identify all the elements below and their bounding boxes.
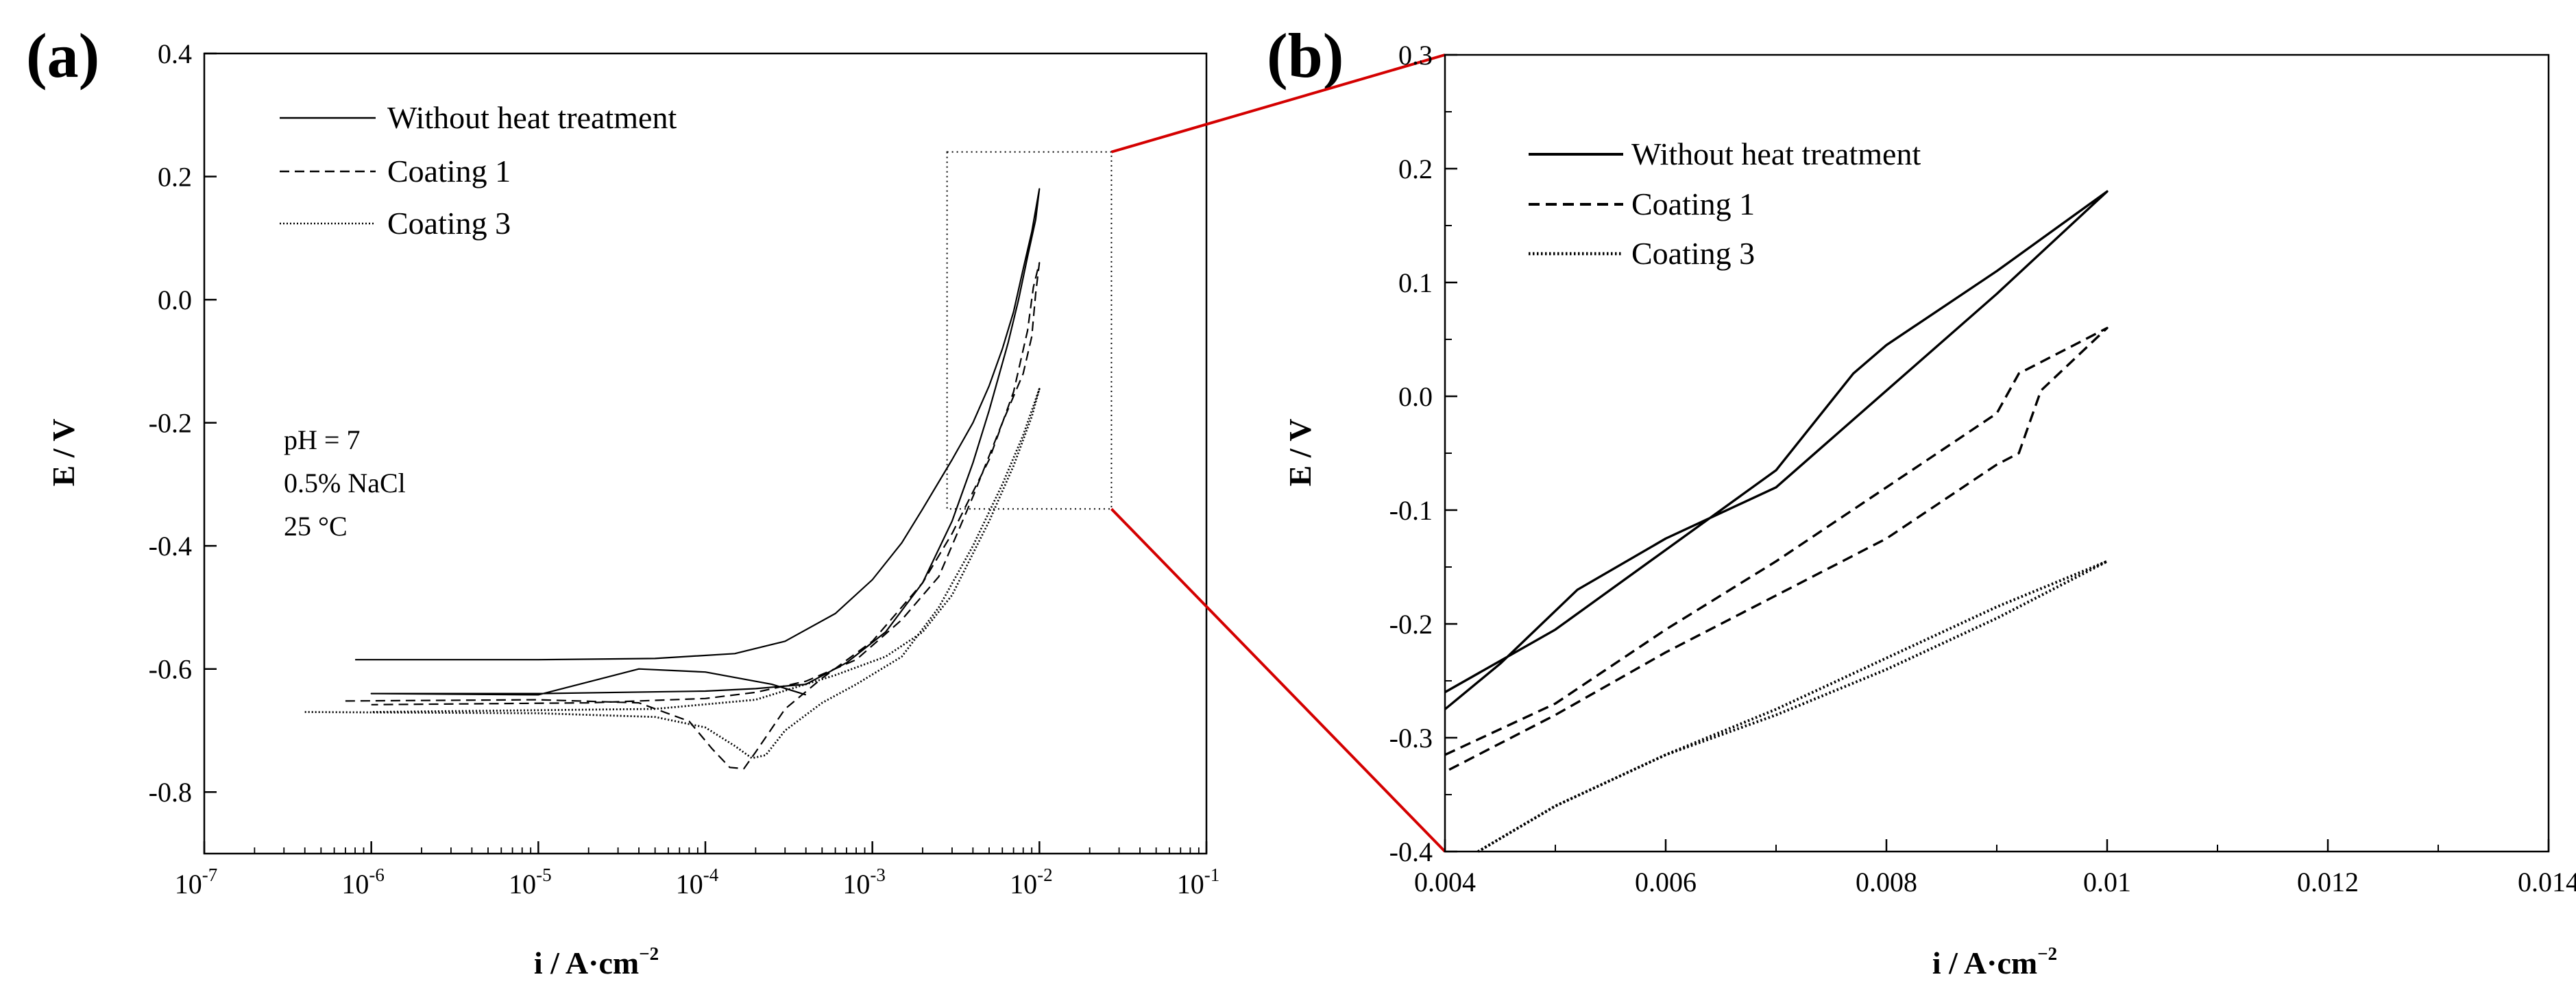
series-line-coating-3 — [304, 387, 1041, 760]
panel-a-y-tick-labels: 0.4 0.2 0.0 -0.2 -0.4 -0.6 -0.8 — [149, 38, 192, 808]
y-tick-label: -0.4 — [149, 531, 192, 562]
panel-a-x-tick-labels: 10-7 10-6 10-5 10-4 10-3 10-2 10-1 — [175, 865, 1220, 900]
y-tick-label: 0.3 — [1398, 40, 1433, 71]
test-conditions: pH = 7 0.5% NaCl 25 °C — [284, 424, 406, 542]
panel-b-legend: Without heat treatment Coating 1 Coating… — [1529, 136, 1921, 271]
legend-label-coating-1: Coating 1 — [1631, 186, 1755, 221]
panel-a-ticks — [203, 52, 1208, 854]
x-tick-label: 10-5 — [509, 865, 552, 900]
panel-b-y-axis-title: E / V — [1283, 419, 1317, 487]
x-tick-label: 10-7 — [175, 865, 218, 900]
x-tick-label: 0.006 — [1635, 867, 1697, 897]
y-tick-label: -0.1 — [1389, 495, 1433, 526]
y-tick-label: 0.0 — [1398, 381, 1433, 412]
x-tick-label: 0.01 — [2083, 867, 2131, 897]
condition-temperature: 25 °C — [284, 511, 348, 542]
panel-b-frame — [1444, 53, 2550, 853]
x-tick-label: 0.014 — [2518, 867, 2576, 897]
panel-a-label: (a) — [26, 21, 99, 91]
y-tick-label: 0.2 — [1398, 154, 1433, 184]
panel-b-label: (b) — [1267, 21, 1344, 91]
series-line-without-heat-treatment — [1444, 190, 2109, 710]
zoom-connector-top — [1110, 53, 1446, 154]
panel-b-ticks — [1444, 53, 2550, 853]
panel-b: 0.30.20.10.0-0.1-0.2-0.3-0.4 0.004 0.006 0… — [1283, 40, 2576, 980]
legend-label-without-heat-treatment: Without heat treatment — [387, 100, 677, 135]
panel-a-x-axis-title: i / A·cm−2 — [534, 943, 659, 980]
panel-a-legend: Without heat treatment Coating 1 Coating… — [280, 100, 677, 241]
y-tick-label: -0.6 — [149, 654, 192, 685]
x-tick-label: 10-2 — [1010, 865, 1053, 900]
x-tick-label: 10-4 — [676, 865, 719, 900]
y-tick-label: -0.8 — [149, 777, 192, 808]
series-line-coating-1 — [1444, 326, 2109, 773]
x-tick-label: 10-1 — [1177, 865, 1220, 900]
x-tick-label: 10-3 — [842, 865, 886, 900]
x-tick-label: 0.012 — [2297, 867, 2359, 897]
panel-b-y-tick-labels: 0.3 0.2 0.1 0.0 -0.1 -0.2 -0.3 -0.4 — [1389, 40, 1433, 867]
y-tick-label: -0.4 — [1389, 836, 1433, 867]
y-tick-label: 0.4 — [158, 38, 192, 69]
panel-b-x-axis-title: i / A·cm−2 — [1932, 943, 2057, 980]
y-tick-label: -0.2 — [149, 408, 192, 439]
legend-label-without-heat-treatment: Without heat treatment — [1631, 136, 1921, 171]
y-tick-label: 0.0 — [158, 285, 192, 315]
panel-a: 0.40.20.0-0.2-0.4-0.6-0.8 10-7 10-6 10-5 10… — [46, 38, 1219, 980]
panel-a-y-axis-title: E / V — [46, 419, 81, 487]
zoom-box — [946, 151, 1113, 510]
x-tick-label: 0.008 — [1856, 867, 1917, 897]
series-line-coating-1 — [345, 262, 1041, 770]
series-line-coating-3 — [1477, 559, 2109, 853]
series-line-without-heat-treatment — [355, 188, 1041, 696]
panel-b-series-group — [1444, 190, 2109, 853]
y-tick-label: -0.2 — [1389, 609, 1433, 640]
y-tick-label: -0.3 — [1389, 723, 1433, 753]
legend-label-coating-3: Coating 3 — [387, 206, 511, 241]
panel-a-series-group — [304, 188, 1041, 770]
x-tick-label: 10-6 — [341, 865, 385, 900]
legend-label-coating-1: Coating 1 — [387, 154, 511, 189]
y-tick-label: 0.2 — [158, 162, 192, 193]
legend-label-coating-3: Coating 3 — [1631, 236, 1755, 271]
condition-nacl: 0.5% NaCl — [284, 468, 406, 498]
x-tick-label: 0.004 — [1414, 867, 1476, 897]
y-tick-label: 0.1 — [1398, 267, 1433, 298]
panel-b-x-tick-labels: 0.004 0.006 0.008 0.01 0.012 0.014 — [1414, 867, 2576, 897]
zoom-connector-bottom — [1110, 507, 1446, 853]
condition-ph: pH = 7 — [284, 424, 360, 455]
